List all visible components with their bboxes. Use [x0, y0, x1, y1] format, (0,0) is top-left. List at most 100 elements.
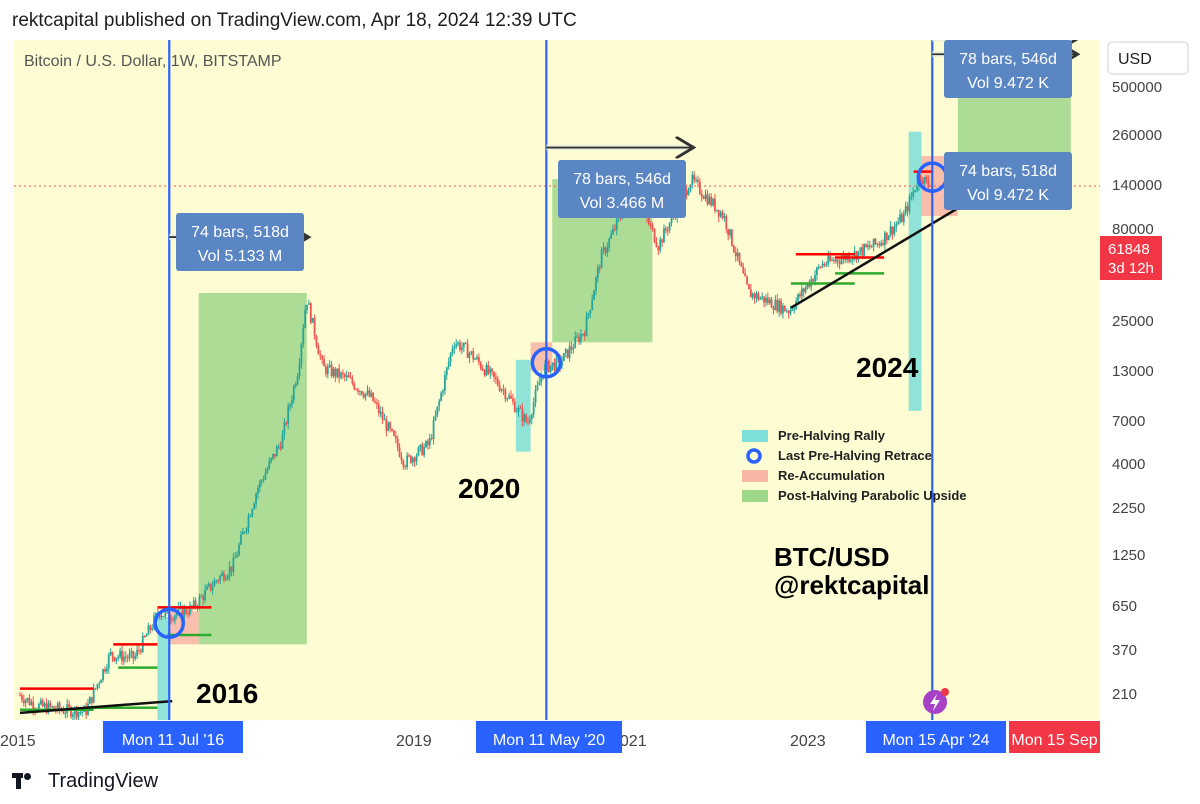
candle-body: [731, 229, 733, 246]
candle-body: [732, 245, 735, 253]
candle-body: [462, 342, 465, 348]
candle-body: [714, 198, 716, 211]
candle-body: [177, 607, 180, 614]
candle-body: [56, 703, 59, 711]
candle-body: [755, 293, 758, 299]
candle-body: [581, 333, 584, 335]
candle-body: [823, 263, 826, 266]
candle-body: [209, 583, 212, 590]
retrace-circle-1: [153, 607, 186, 640]
candle-body: [98, 683, 101, 685]
candle-body: [544, 363, 546, 376]
candle-body: [532, 402, 535, 415]
candle-body: [389, 422, 392, 429]
candle-body: [192, 600, 195, 608]
candle-body: [391, 428, 393, 431]
candle-body: [334, 368, 337, 377]
candle-body: [474, 358, 477, 360]
candle-body: [126, 657, 129, 659]
candle-body: [693, 174, 696, 181]
cycle-label-2016: 2016: [196, 678, 258, 709]
candle-body: [612, 228, 614, 235]
tradingview-logo[interactable]: TradingView: [12, 768, 158, 794]
halving-date-1: [103, 721, 243, 753]
candle-body: [787, 311, 790, 314]
pre-halving-zone-2016: [157, 617, 170, 720]
candle-body: [359, 391, 361, 393]
candle-body: [868, 245, 871, 248]
candle-body: [578, 336, 580, 342]
candle-body: [245, 528, 248, 532]
candle-body: [476, 357, 478, 359]
candle-body: [504, 389, 507, 399]
candle-body: [765, 297, 767, 303]
candle-body: [774, 299, 777, 310]
candle-body: [406, 455, 409, 468]
measure-bars-days: 74 bars, 518d: [191, 224, 289, 241]
candle-body: [712, 198, 714, 206]
currency-button[interactable]: [1107, 41, 1189, 75]
candle-body: [776, 299, 779, 312]
candle-body: [596, 267, 599, 278]
price-tick: 140000: [1112, 177, 1162, 194]
candle-body: [321, 356, 324, 360]
candle-body: [468, 353, 471, 358]
candle-body: [595, 277, 597, 291]
candle-body: [719, 212, 722, 217]
candle-body: [360, 391, 363, 395]
pre-halving-zone-2024: [908, 131, 922, 411]
candle-body: [902, 213, 905, 223]
candle-body: [891, 226, 894, 235]
candle-body: [162, 616, 165, 618]
candle-body: [464, 342, 467, 344]
candle-body: [343, 374, 346, 377]
candle-body: [440, 392, 443, 401]
candle-body: [564, 349, 567, 354]
watermark-author: @rektcapital: [774, 570, 929, 600]
candle-body: [697, 179, 699, 182]
candle-body: [296, 376, 299, 385]
legend-label: Pre-Halving Rally: [778, 428, 886, 443]
candle-body: [249, 515, 252, 517]
bolt-dot: [941, 688, 949, 696]
candle-body: [880, 242, 883, 246]
price-tick: 1250: [1112, 547, 1145, 564]
candle-body: [175, 613, 178, 616]
candle-body: [782, 305, 784, 314]
measure-box-1: 74 bars, 518d Vol 5.133 M: [176, 213, 304, 271]
candle-body: [508, 395, 511, 399]
candle-body: [37, 703, 40, 711]
candle-body: [117, 656, 120, 659]
candle-body: [579, 334, 582, 342]
candle-body: [340, 372, 342, 378]
candle-body: [105, 668, 108, 672]
candle-body: [591, 299, 594, 310]
watermark-symbol: BTC/USD: [774, 542, 890, 572]
candle-body: [274, 453, 276, 457]
candle-body: [899, 214, 901, 223]
time-tick: 2015: [0, 733, 36, 750]
bolt-icon[interactable]: [923, 688, 949, 714]
halving-date-1-label: Mon 11 Jul '16: [122, 732, 224, 749]
candle-body: [897, 222, 900, 225]
candle-body: [802, 288, 805, 292]
currency-button-label[interactable]: USD: [1118, 51, 1152, 68]
candle-body: [925, 176, 928, 180]
candle-body: [506, 398, 509, 400]
candle-body: [884, 232, 886, 245]
candle-body: [872, 238, 875, 247]
candle-body: [598, 267, 601, 269]
candle-body: [534, 389, 537, 403]
countdown-label: 3d 12h: [1108, 260, 1154, 277]
candle-body: [398, 447, 401, 457]
candle-body: [234, 557, 237, 559]
candle-body: [421, 444, 424, 456]
candle-body: [200, 596, 203, 598]
candle-body: [457, 342, 460, 344]
candle-body: [583, 333, 586, 337]
candle-body: [799, 294, 801, 297]
candle-body: [791, 309, 794, 311]
candle-body: [746, 276, 748, 285]
candle-body: [515, 411, 518, 413]
